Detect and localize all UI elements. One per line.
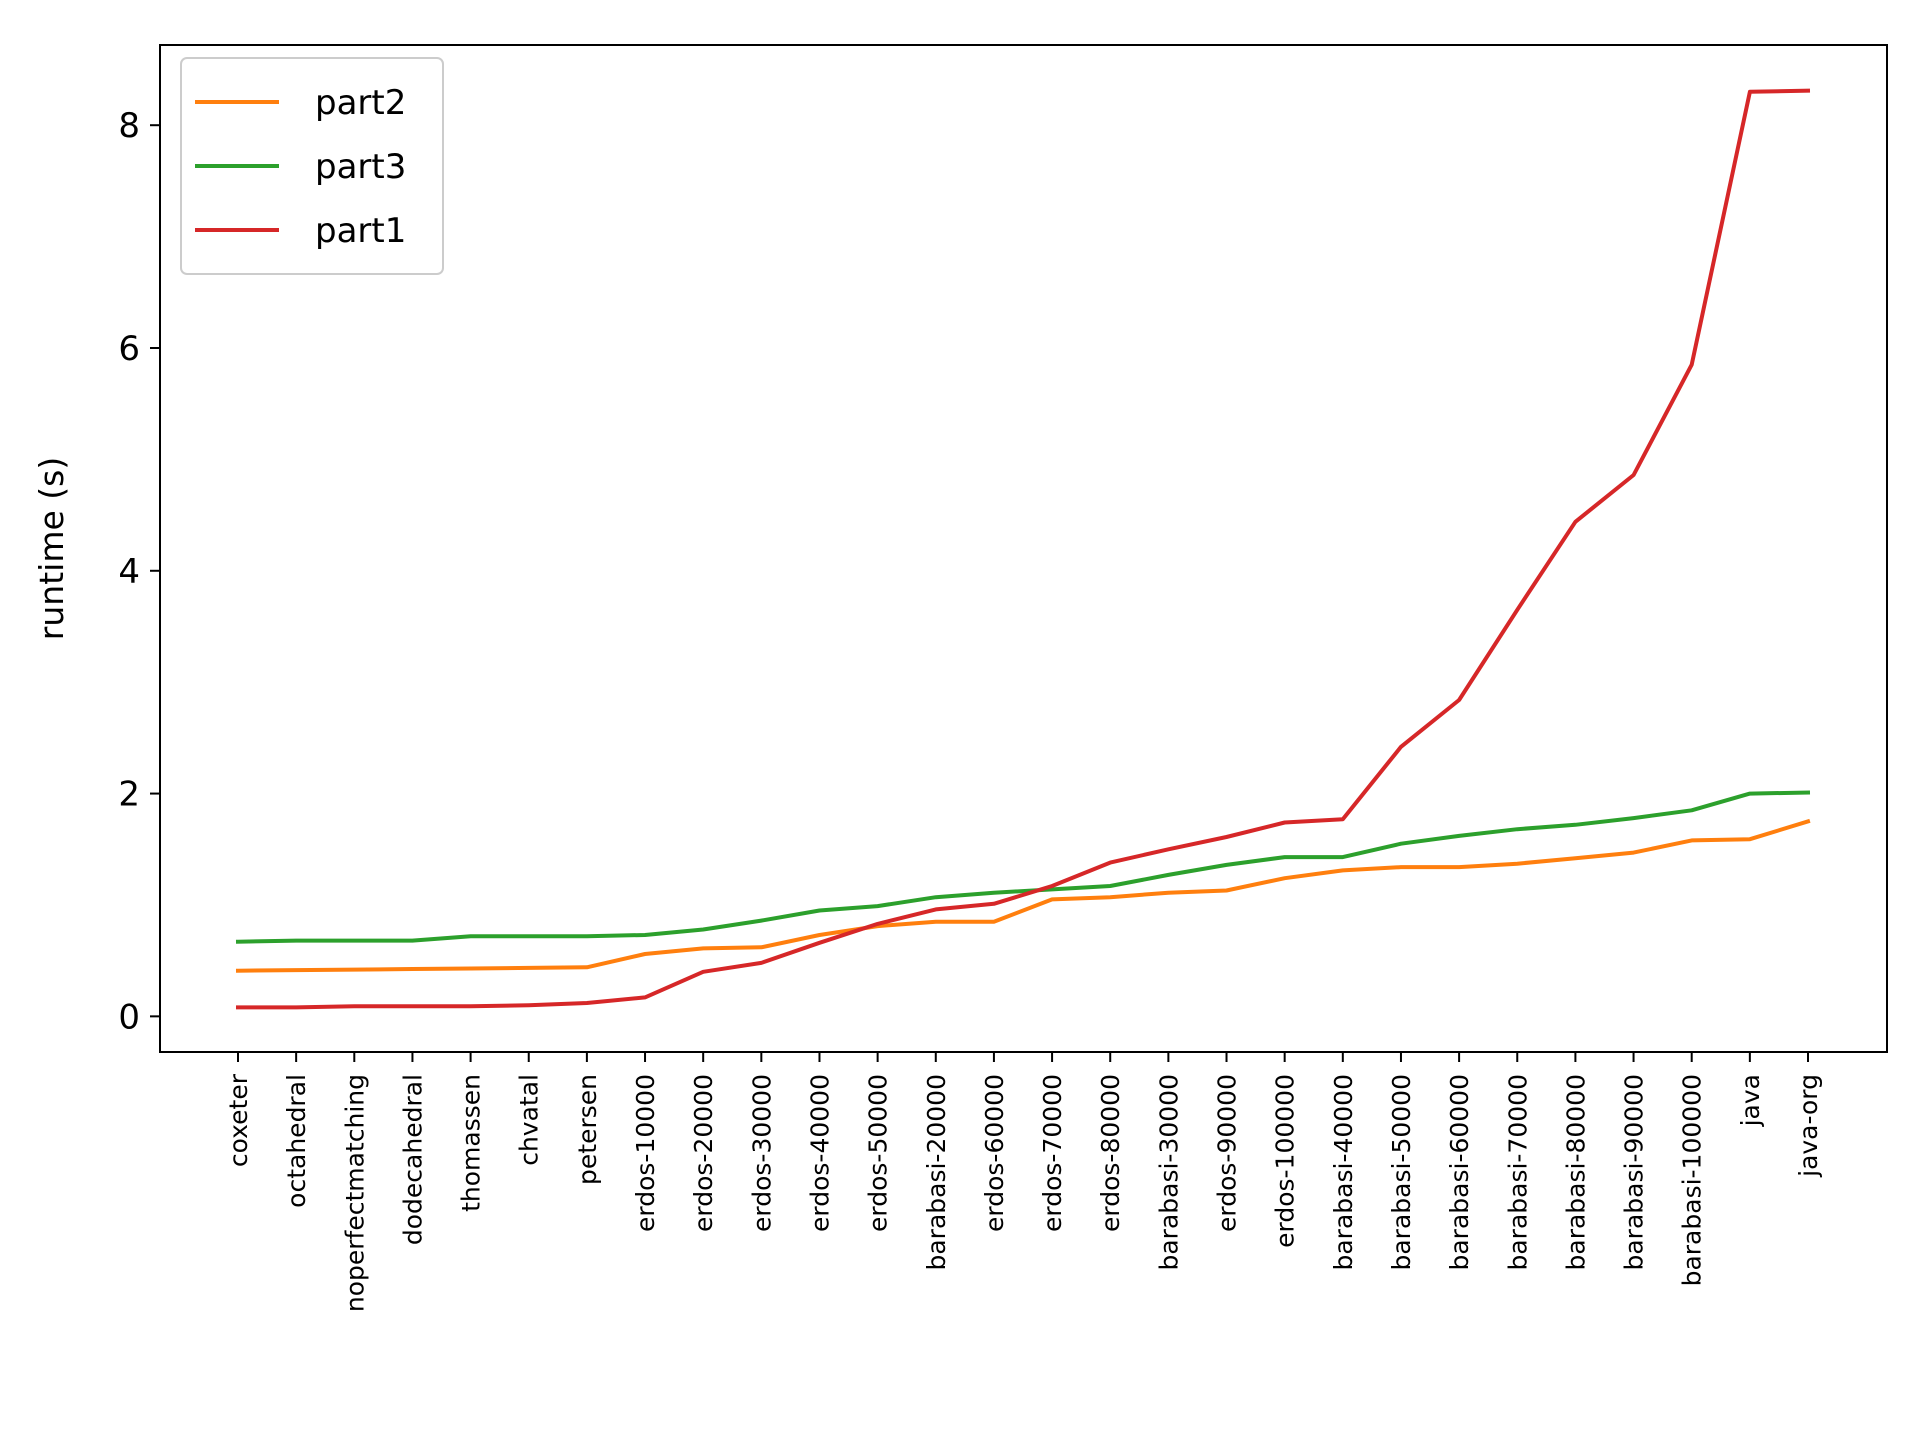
x-tick-label: barabasi-70000 (1503, 1074, 1532, 1271)
x-tick-label: chvatal (515, 1074, 544, 1166)
x-tick-label: petersen (573, 1074, 602, 1185)
legend: part2 part3 part1 (180, 57, 444, 275)
series-line-part1 (236, 88, 1811, 1010)
x-tick-label: java-org (1794, 1074, 1823, 1178)
x-tick-label: dodecahedral (398, 1074, 427, 1245)
x-tick-label: erdos-70000 (1038, 1074, 1067, 1232)
legend-label-part3: part3 (315, 147, 406, 187)
x-tick-label: erdos-50000 (864, 1074, 893, 1232)
x-tick-label: barabasi-50000 (1387, 1074, 1416, 1271)
x-tick-label: barabasi-40000 (1329, 1074, 1358, 1271)
x-tick-label: coxeter (224, 1073, 253, 1167)
x-tick-label: barabasi-30000 (1154, 1074, 1183, 1271)
y-tick-label: 4 (118, 552, 140, 592)
series-line-part2 (235, 818, 1811, 973)
y-tick-label: 6 (118, 329, 140, 369)
x-tick-label: erdos-90000 (1213, 1074, 1242, 1232)
plot-frame (159, 44, 1888, 1053)
x-tick-label: noperfectmatching (340, 1074, 369, 1312)
legend-label-part2: part2 (315, 83, 406, 123)
y-axis-title: runtime (s) (32, 457, 71, 640)
x-tick-label: erdos-20000 (689, 1074, 718, 1232)
series-group (235, 88, 1811, 1010)
y-tick-label: 2 (118, 775, 140, 815)
x-tick-label: erdos-80000 (1096, 1074, 1125, 1232)
x-tick-label: erdos-60000 (980, 1074, 1009, 1232)
x-tick-label: barabasi-80000 (1561, 1074, 1590, 1271)
series-line-part3 (235, 790, 1811, 944)
y-tick-label: 8 (118, 106, 140, 146)
x-tick-label: erdos-30000 (747, 1074, 776, 1232)
x-tick-label: thomassen (457, 1074, 486, 1212)
x-tick-label: barabasi-60000 (1445, 1074, 1474, 1271)
x-tick-label: barabasi-20000 (922, 1074, 951, 1271)
x-tick-label: barabasi-100000 (1678, 1074, 1707, 1286)
x-tick-label: erdos-100000 (1271, 1074, 1300, 1248)
x-tick-label: erdos-10000 (631, 1074, 660, 1232)
x-tick-label: java (1736, 1074, 1765, 1127)
legend-label-part1: part1 (315, 211, 406, 251)
plot-area-border (159, 44, 1888, 1053)
x-tick-label: octahedral (282, 1074, 311, 1208)
x-tick-label: erdos-40000 (805, 1074, 834, 1232)
x-axis: coxeter octahedral noperfectmatching dodeca… (224, 1052, 1823, 1312)
y-tick-label: 0 (118, 997, 140, 1037)
legend-box (180, 57, 444, 275)
x-tick-label: barabasi-90000 (1620, 1074, 1649, 1271)
y-axis: 0 2 4 6 8 (118, 106, 160, 1037)
